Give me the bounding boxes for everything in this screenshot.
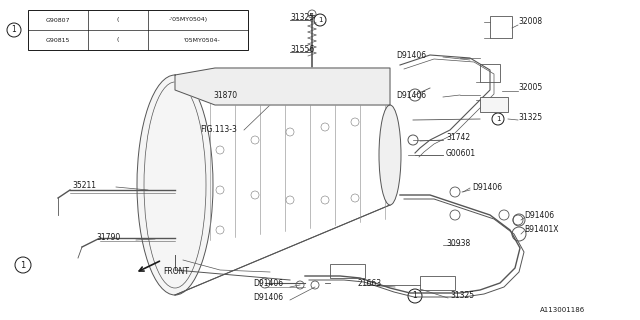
Text: 32005: 32005 bbox=[518, 84, 542, 92]
Text: 31556: 31556 bbox=[290, 45, 314, 54]
Text: 31870: 31870 bbox=[213, 92, 237, 100]
Text: G90815: G90815 bbox=[46, 37, 70, 43]
Text: 1: 1 bbox=[20, 260, 26, 269]
Bar bbox=[420, 276, 455, 290]
Bar bbox=[490, 16, 512, 38]
Text: 31325: 31325 bbox=[518, 114, 542, 123]
Text: 31790: 31790 bbox=[96, 234, 120, 243]
Text: 30938: 30938 bbox=[446, 238, 470, 247]
Bar bbox=[480, 97, 508, 112]
Text: '05MY0504-: '05MY0504- bbox=[183, 37, 220, 43]
Text: B91401X: B91401X bbox=[524, 225, 559, 234]
Text: D91406: D91406 bbox=[396, 51, 426, 60]
Text: 31742: 31742 bbox=[446, 133, 470, 142]
Text: D91406: D91406 bbox=[253, 279, 283, 289]
Text: 1: 1 bbox=[413, 292, 417, 300]
Text: D91406: D91406 bbox=[472, 183, 502, 193]
Text: G00601: G00601 bbox=[446, 148, 476, 157]
Text: (: ( bbox=[117, 18, 119, 22]
Bar bbox=[480, 64, 500, 82]
Polygon shape bbox=[175, 68, 390, 105]
Text: (: ( bbox=[117, 37, 119, 43]
Text: D91406: D91406 bbox=[396, 91, 426, 100]
Ellipse shape bbox=[137, 75, 213, 295]
Text: G90807: G90807 bbox=[45, 18, 70, 22]
Text: 1: 1 bbox=[317, 17, 323, 23]
Text: 31325: 31325 bbox=[290, 13, 314, 22]
Text: 1: 1 bbox=[12, 26, 17, 35]
Text: FRONT: FRONT bbox=[163, 268, 189, 276]
Text: 1: 1 bbox=[496, 116, 500, 122]
Bar bbox=[330, 264, 365, 278]
Text: 35211: 35211 bbox=[72, 180, 96, 189]
Text: 31325: 31325 bbox=[450, 292, 474, 300]
Text: D91406: D91406 bbox=[253, 292, 283, 301]
Text: FIG.113-3: FIG.113-3 bbox=[200, 125, 237, 134]
Bar bbox=[28, 10, 248, 50]
Text: -'05MY0504): -'05MY0504) bbox=[168, 18, 207, 22]
Text: D91406: D91406 bbox=[524, 212, 554, 220]
Text: A113001186: A113001186 bbox=[540, 307, 585, 313]
Text: 21663: 21663 bbox=[358, 279, 382, 289]
Ellipse shape bbox=[379, 105, 401, 205]
Text: 32008: 32008 bbox=[518, 18, 542, 27]
